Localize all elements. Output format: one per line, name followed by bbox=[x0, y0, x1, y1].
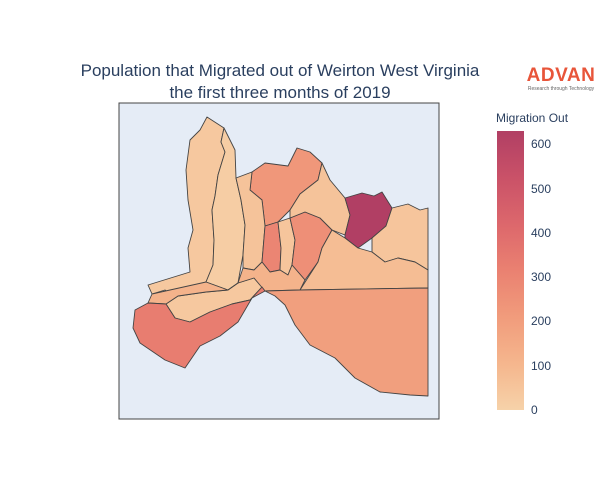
colorbar bbox=[497, 131, 524, 410]
colorbar-tick-label: 400 bbox=[531, 225, 552, 240]
colorbar-tick-label: 500 bbox=[531, 181, 552, 196]
colorbar-tick-label: 300 bbox=[531, 270, 552, 285]
colorbar-tick-label: 200 bbox=[531, 314, 552, 329]
region-middle-band[interactable] bbox=[147, 261, 306, 305]
title-line-1: Population that Migrated out of Weirton … bbox=[80, 61, 480, 80]
colorbar-tick-label: 0 bbox=[531, 403, 538, 417]
region-center-tall[interactable] bbox=[261, 221, 282, 273]
region-east-middle[interactable] bbox=[299, 229, 429, 291]
chart-title: Population that Migrated out of Weirton … bbox=[30, 60, 530, 104]
title-line-2: the first three months of 2019 bbox=[169, 83, 391, 102]
region-south-east[interactable] bbox=[264, 287, 429, 397]
colorbar-tick-label: 100 bbox=[531, 358, 552, 373]
colorbar-title: Migration Out bbox=[496, 111, 569, 125]
region-south-west[interactable] bbox=[132, 286, 266, 369]
logo-tagline: Research through Technology bbox=[527, 86, 595, 92]
colorbar-tick-label: 600 bbox=[531, 137, 552, 152]
logo-wordmark: ADVAN bbox=[526, 65, 596, 86]
advan-logo: ADVAN Research through Technology bbox=[526, 66, 596, 93]
